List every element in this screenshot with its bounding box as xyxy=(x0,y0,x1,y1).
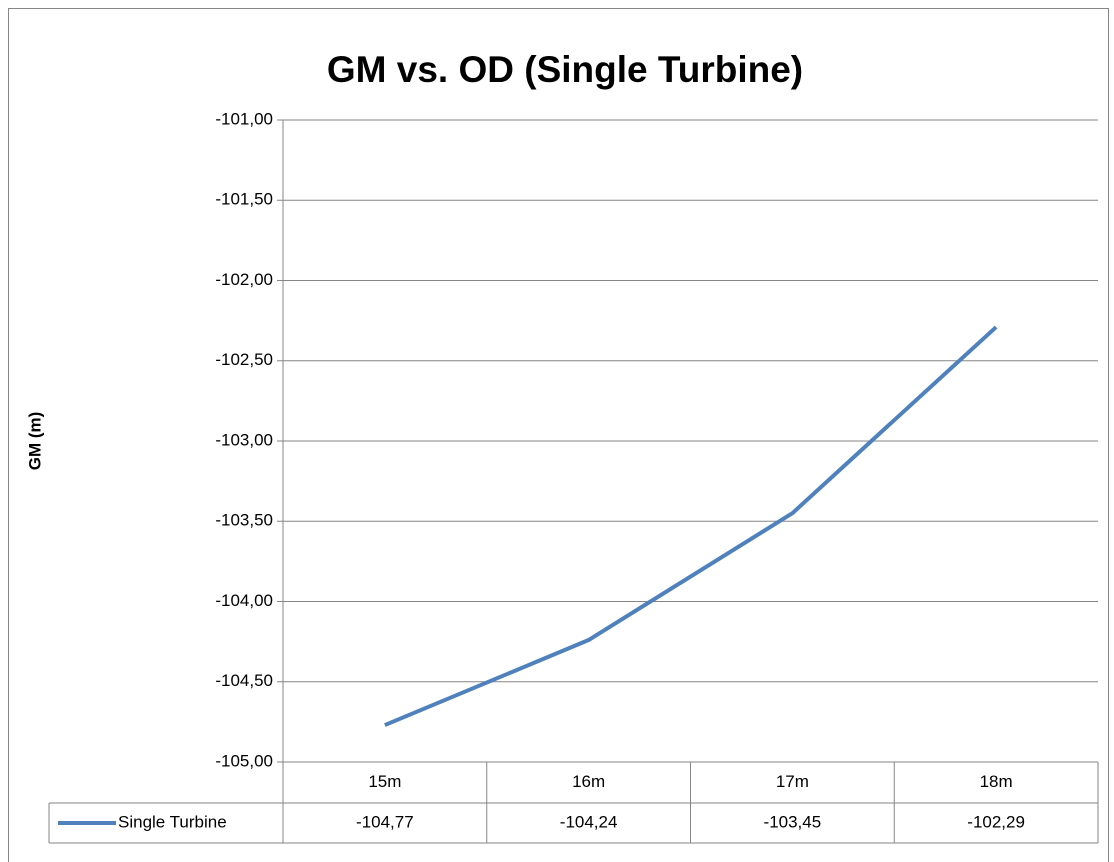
y-tick-label: -105,00 xyxy=(215,751,273,770)
table-value: -104,24 xyxy=(560,812,618,831)
table-value: -102,29 xyxy=(967,812,1025,831)
y-tick-label: -102,00 xyxy=(215,270,273,289)
x-tick-label: 17m xyxy=(776,772,809,791)
x-tick-label: 18m xyxy=(980,772,1013,791)
y-tick-label: -101,00 xyxy=(215,109,273,128)
y-tick-label: -103,00 xyxy=(215,430,273,449)
x-tick-label: 16m xyxy=(572,772,605,791)
chart-border xyxy=(8,8,1109,862)
table-value: -103,45 xyxy=(764,812,822,831)
y-tick-label: -102,50 xyxy=(215,350,273,369)
chart-title: GM vs. OD (Single Turbine) xyxy=(327,49,803,90)
y-tick-label: -104,50 xyxy=(215,671,273,690)
table-value: -104,77 xyxy=(356,812,414,831)
series-line xyxy=(384,325,998,727)
y-tick-label: -104,00 xyxy=(215,591,273,610)
y-axis-label: GM (m) xyxy=(25,412,44,471)
y-tick-label: -101,50 xyxy=(215,190,273,209)
x-tick-label: 15m xyxy=(368,772,401,791)
y-tick-label: -103,50 xyxy=(215,511,273,530)
legend-label: Single Turbine xyxy=(118,812,227,831)
